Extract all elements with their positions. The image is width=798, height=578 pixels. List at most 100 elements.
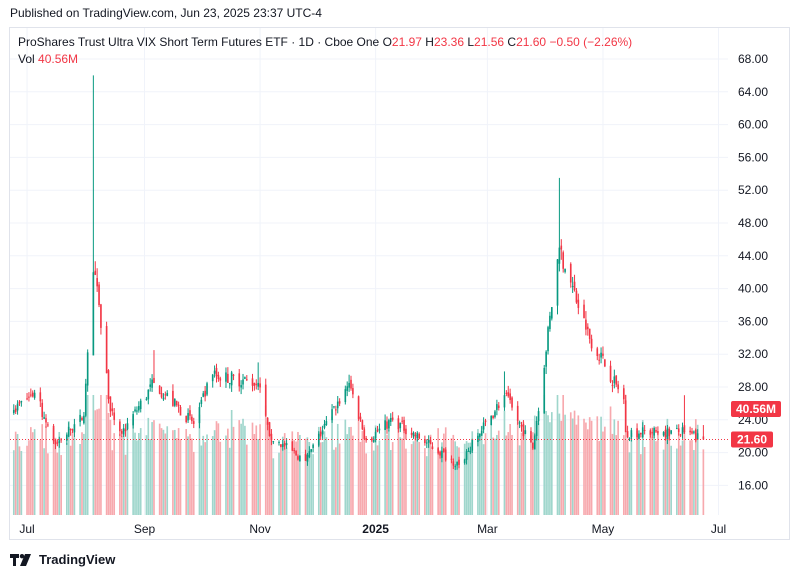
- candle-body: [266, 417, 269, 425]
- last-price-tag: [731, 431, 773, 448]
- volume-bar: [628, 452, 631, 515]
- candle-body: [676, 428, 678, 430]
- volume-bar: [225, 435, 227, 515]
- candle-body: [299, 455, 301, 462]
- volume-bar: [558, 413, 561, 515]
- volume-bar: [323, 431, 326, 515]
- volume-bar: [244, 425, 246, 515]
- high-value: 23.36: [433, 35, 464, 49]
- candle-body: [84, 383, 87, 416]
- candle-body: [596, 348, 599, 357]
- candle-body: [611, 384, 614, 386]
- volume-bar: [602, 431, 604, 515]
- candle-body: [45, 418, 47, 423]
- candle-body: [465, 451, 468, 460]
- volume-bar: [191, 438, 193, 515]
- volume-bar: [185, 429, 188, 515]
- candle-body: [352, 388, 354, 395]
- volume-bar: [264, 405, 267, 515]
- volume-bar: [158, 423, 161, 515]
- volume-bar: [304, 438, 307, 515]
- candle-body: [583, 304, 585, 319]
- candle-body: [134, 409, 136, 412]
- volume-bar: [532, 432, 534, 515]
- candle-body: [677, 428, 680, 433]
- volume-bar: [397, 418, 400, 515]
- candle-body: [424, 439, 426, 444]
- candle-body: [227, 373, 229, 383]
- candle-body: [278, 442, 280, 444]
- candle-body: [122, 428, 125, 435]
- candle-body: [361, 420, 364, 430]
- candle-body: [683, 425, 686, 433]
- volume-bar: [401, 438, 403, 515]
- volume-bar: [83, 433, 85, 515]
- candle-body: [98, 284, 100, 305]
- volume-bar: [363, 424, 366, 515]
- volume-bar: [403, 428, 405, 515]
- volume-bar: [384, 428, 386, 515]
- candle-body: [281, 443, 284, 447]
- candle-body: [47, 424, 49, 426]
- volume-bar: [372, 450, 375, 515]
- candle-body: [532, 442, 534, 449]
- candle-body: [113, 412, 116, 420]
- volume-bar: [391, 442, 394, 515]
- volume-bar: [691, 440, 693, 515]
- volume-bar: [405, 448, 407, 515]
- volume-bar: [689, 440, 691, 515]
- candle-body: [272, 441, 275, 443]
- candle-body: [105, 326, 108, 374]
- volume-bar: [357, 418, 360, 515]
- volume-bar: [124, 454, 127, 515]
- volume-bar: [378, 440, 381, 515]
- candle-body: [418, 433, 421, 439]
- y-tick-label: 32.00: [738, 347, 768, 361]
- volume-bar: [564, 414, 566, 515]
- chart-frame[interactable]: [9, 27, 790, 540]
- candle-body: [505, 392, 508, 394]
- volume-bar: [613, 419, 616, 515]
- y-tick-label: 44.00: [738, 249, 768, 263]
- candle-body: [670, 430, 672, 434]
- candle-body: [230, 372, 233, 386]
- volume-bar: [12, 450, 15, 515]
- candle-body: [679, 434, 682, 436]
- candle-body: [452, 461, 455, 466]
- volume-bar: [187, 436, 189, 515]
- candle-body: [41, 402, 44, 417]
- candle-body: [312, 444, 314, 448]
- volume-bar: [109, 419, 112, 515]
- volume-bar: [52, 428, 55, 515]
- volume-bar: [583, 418, 585, 515]
- candle-body: [545, 351, 547, 367]
- candle-body: [204, 390, 206, 397]
- candle-body: [331, 409, 333, 421]
- volume-bar: [122, 435, 125, 515]
- volume-bar: [441, 442, 443, 515]
- candle-body: [162, 397, 165, 400]
- volume-bar: [503, 410, 506, 515]
- candle-body: [410, 432, 413, 435]
- tradingview-brand[interactable]: TradingView: [10, 552, 115, 567]
- volume-bar: [575, 424, 578, 515]
- candle-body: [338, 401, 341, 404]
- candle-body: [56, 442, 59, 444]
- candle-body: [467, 450, 470, 452]
- candle-body: [306, 454, 309, 462]
- candle-body: [363, 429, 366, 439]
- candle-body: [357, 396, 360, 419]
- candle-body: [562, 252, 565, 269]
- volume-bar: [213, 430, 216, 515]
- volume-bar: [107, 412, 110, 515]
- volume-bar: [228, 447, 231, 515]
- volume-bar: [425, 456, 428, 515]
- volume-bar: [310, 449, 313, 515]
- last-price-label: 21.60: [737, 432, 767, 446]
- close-label: C: [507, 35, 517, 49]
- candle-body: [550, 307, 553, 319]
- volume-bar: [518, 445, 521, 515]
- candle-body: [160, 393, 163, 398]
- volume-bar: [643, 447, 646, 515]
